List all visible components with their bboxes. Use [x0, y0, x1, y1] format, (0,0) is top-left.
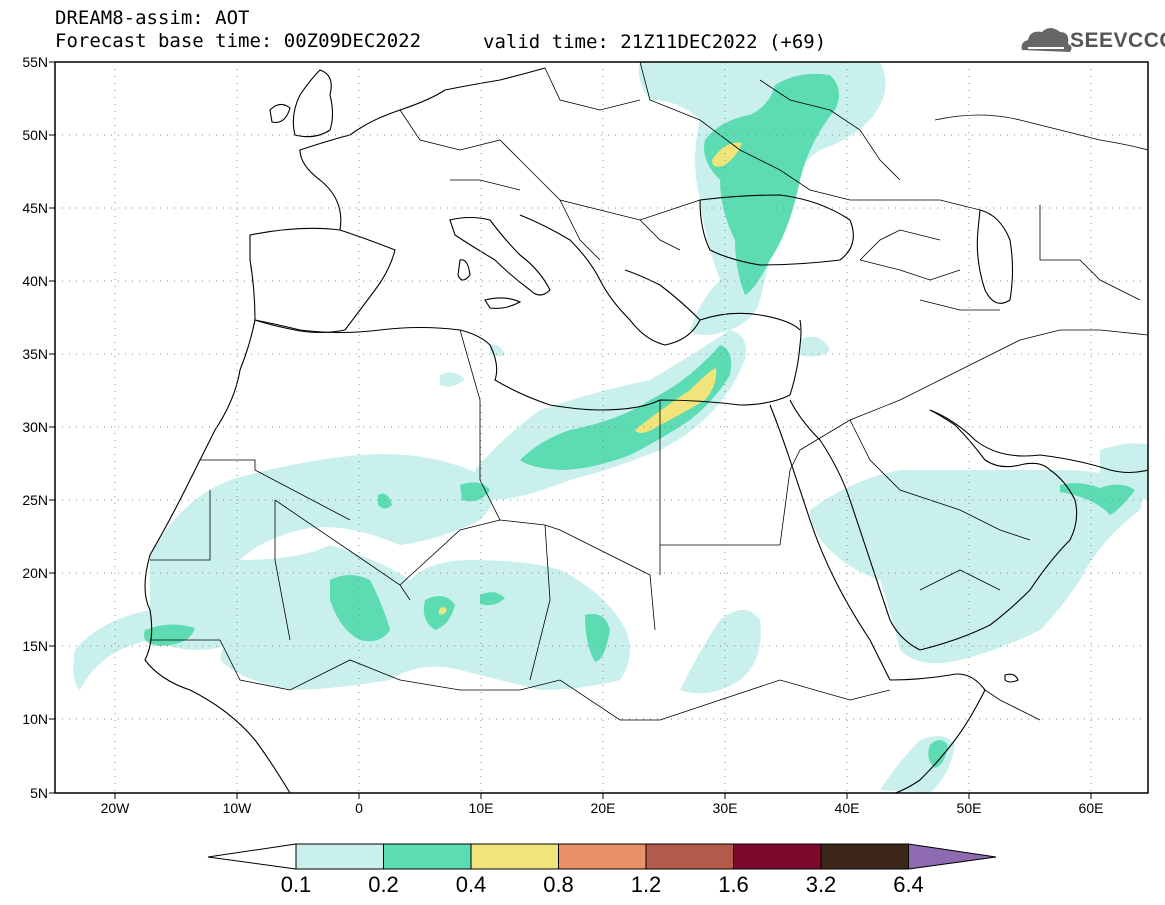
- valid-time: valid time: 21Z11DEC2022 (+69): [483, 31, 827, 53]
- lon-label-20w: 20W: [100, 800, 130, 816]
- colorbar-label-3: 0.8: [543, 872, 574, 897]
- lon-label-40e: 40E: [834, 800, 860, 816]
- map-title: DREAM8-assim: AOT: [55, 7, 250, 29]
- axis-ticks: [49, 61, 1092, 799]
- lat-label-55n: 55N: [22, 54, 48, 70]
- lat-label-20n: 20N: [22, 565, 48, 581]
- lat-label-25n: 25N: [22, 492, 48, 508]
- colorbar-label-2: 0.4: [455, 872, 487, 897]
- colorbar-label-6: 3.2: [805, 872, 837, 897]
- lon-label-50e: 50E: [956, 800, 982, 816]
- lat-label-5n: 5N: [30, 785, 48, 801]
- seevccc-logo: SEEVCCC: [1070, 29, 1165, 52]
- lat-label-45n: 45N: [22, 200, 48, 216]
- lon-label-30e: 30E: [712, 800, 738, 816]
- country-borders: [150, 62, 1148, 721]
- lon-label-0: 0: [355, 800, 363, 816]
- colorbar-label-5: 1.6: [718, 872, 749, 897]
- lon-label-20e: 20E: [590, 800, 616, 816]
- colorbar-label-1: 0.2: [368, 872, 399, 897]
- lon-label-10w: 10W: [222, 800, 252, 816]
- grid-lines: [55, 62, 1148, 793]
- lat-label-15n: 15N: [22, 638, 48, 654]
- lat-label-10n: 10N: [22, 711, 48, 727]
- lat-label-30n: 30N: [22, 419, 48, 435]
- colorbar-label-7: 6.4: [893, 872, 924, 897]
- colorbar-label-4: 1.2: [630, 872, 662, 897]
- lat-label-40n: 40N: [22, 273, 48, 289]
- colorbar-label-0: 0.1: [280, 872, 312, 897]
- lat-label-35n: 35N: [22, 346, 48, 362]
- lat-label-50n: 50N: [22, 127, 48, 143]
- lon-label-10e: 10E: [468, 800, 494, 816]
- lon-label-60e: 60E: [1078, 800, 1104, 816]
- aot-shading-mid: [144, 73, 1135, 768]
- coastlines: [144, 67, 1148, 793]
- forecast-base-time: Forecast base time: 00Z09DEC2022: [55, 30, 422, 52]
- cloud-icon: [1021, 28, 1072, 52]
